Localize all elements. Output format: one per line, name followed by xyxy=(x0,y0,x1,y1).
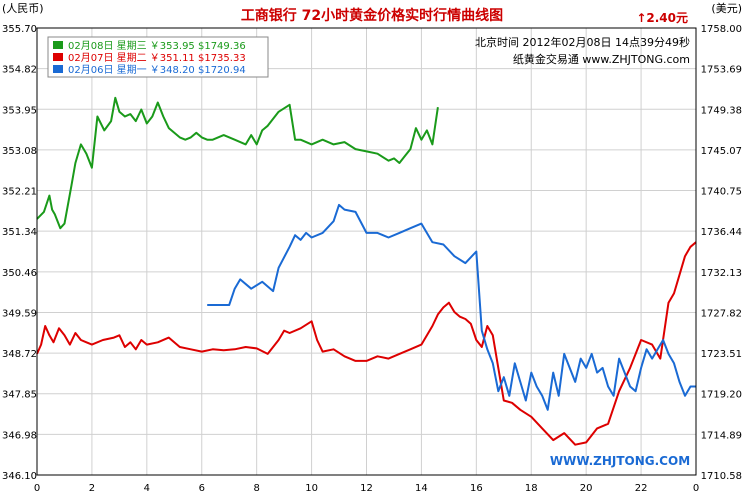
plot-frame xyxy=(36,27,697,476)
y-tick-label: 346.10 xyxy=(2,471,37,482)
y2-tick-label: 1727.82 xyxy=(701,308,742,319)
x-tick-label: 16 xyxy=(470,483,483,494)
y2-tick-label: 1758.00 xyxy=(701,24,742,35)
series-line-0207 xyxy=(36,241,697,446)
y2-tick-label: 1753.69 xyxy=(701,65,742,76)
y-tick-label: 353.95 xyxy=(2,105,37,116)
x-tick-label: 20 xyxy=(580,483,593,494)
chart-title: 工商银行 72小时黄金价格实时行情曲线图 xyxy=(241,7,503,24)
y-tick-label: 355.70 xyxy=(2,24,37,35)
x-tick-label: 0 xyxy=(34,483,40,494)
legend-swatch-0208 xyxy=(53,41,63,49)
y-tick-label: 354.82 xyxy=(2,65,37,76)
legend-swatch-0206 xyxy=(53,65,63,73)
x-tick-label: 8 xyxy=(253,483,259,494)
price-change: ↑2.40元 xyxy=(636,11,688,25)
series-line-0206 xyxy=(207,203,696,411)
y2-tick-label: 1736.44 xyxy=(701,227,742,238)
y2-tick-label: 1719.20 xyxy=(701,390,742,401)
y-tick-label: 348.72 xyxy=(2,349,37,360)
y2-tick-label: 1745.07 xyxy=(701,146,742,157)
y2-tick-label: 1732.13 xyxy=(701,268,742,279)
y-tick-label: 349.59 xyxy=(2,308,37,319)
y-tick-label: 353.08 xyxy=(2,146,37,157)
grid xyxy=(37,28,696,475)
x-tick-label: 2 xyxy=(89,483,95,494)
y-axis-left: 355.70 354.82 353.95 353.08 352.21 351.34 350.… xyxy=(2,24,37,482)
x-tick-label: 4 xyxy=(144,483,150,494)
series-lines xyxy=(36,96,697,446)
legend: 02月08日 星期三 ￥353.95 $1749.36 02月07日 星期二 ￥… xyxy=(47,36,269,78)
y-tick-label: 350.46 xyxy=(2,268,37,279)
x-tick-label: 6 xyxy=(199,483,205,494)
y2-tick-label: 1740.75 xyxy=(701,187,742,198)
x-tick-label: 0 xyxy=(693,483,699,494)
y-tick-label: 347.85 xyxy=(2,390,37,401)
legend-item-0207: 02月07日 星期二 ￥351.11 $1735.33 xyxy=(68,52,246,64)
legend-item-0208: 02月08日 星期三 ￥353.95 $1749.36 xyxy=(68,40,246,52)
y-tick-label: 351.34 xyxy=(2,227,37,238)
x-tick-label: 14 xyxy=(415,483,428,494)
y2-tick-label: 1723.51 xyxy=(701,349,742,360)
x-tick-label: 22 xyxy=(635,483,648,494)
y-axis-right: 1758.00 1753.69 1749.38 1745.07 1740.75 1736.… xyxy=(701,24,742,482)
x-axis: 0 2 4 6 8 10 12 14 16 18 20 22 0 xyxy=(34,483,699,494)
y-tick-label: 352.21 xyxy=(2,187,37,198)
series-line-0208 xyxy=(36,96,439,230)
datetime-label: 北京时间 2012年02月08日 14点39分49秒 xyxy=(475,35,690,49)
x-tick-label: 12 xyxy=(360,483,373,494)
watermark: WWW.ZHJTONG.COM xyxy=(550,454,690,468)
y2-tick-label: 1710.58 xyxy=(701,471,742,482)
right-unit-label: (美元) xyxy=(711,2,742,15)
legend-box xyxy=(47,36,269,78)
x-tick-label: 18 xyxy=(525,483,538,494)
y2-tick-label: 1714.89 xyxy=(701,430,742,441)
legend-item-0206: 02月06日 星期一 ￥348.20 $1720.94 xyxy=(68,64,246,76)
source-label: 纸黄金交易通 www.ZHJTONG.com xyxy=(513,52,690,66)
left-unit-label: (人民币) xyxy=(2,2,44,15)
y2-tick-label: 1749.38 xyxy=(701,105,742,116)
x-tick-label: 10 xyxy=(305,483,318,494)
legend-swatch-0207 xyxy=(53,53,63,61)
y-tick-label: 346.98 xyxy=(2,430,37,441)
